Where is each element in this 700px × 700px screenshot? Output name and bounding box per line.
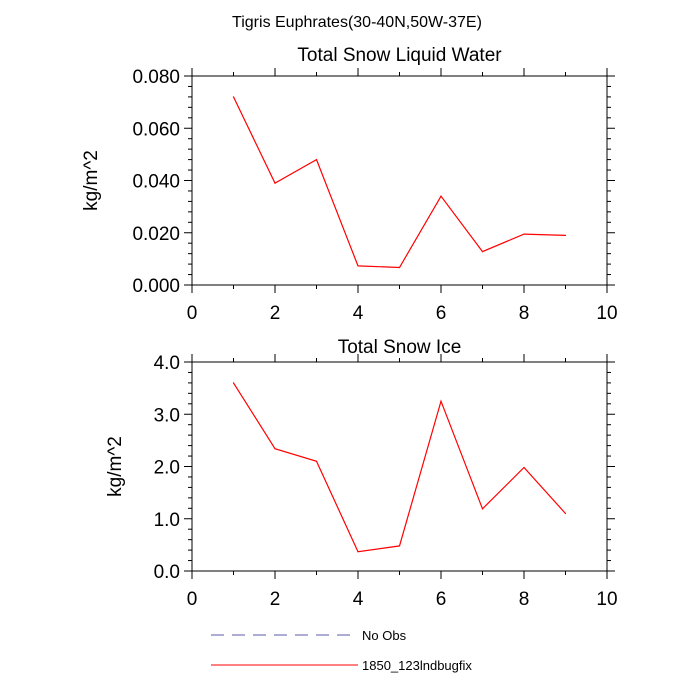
legend-item: 1850_123lndbugfix xyxy=(211,658,472,673)
y-tick-label: 4.0 xyxy=(154,353,180,374)
series-line xyxy=(232,96,566,269)
data-point xyxy=(481,250,484,253)
data-point xyxy=(232,96,235,98)
y-tick-label: 0.060 xyxy=(132,119,180,140)
y-tick-label: 0.0 xyxy=(154,562,180,583)
x-tick-label: 8 xyxy=(519,303,530,324)
x-tick-label: 8 xyxy=(519,589,530,610)
x-tick-label: 4 xyxy=(353,303,364,324)
y-tick-label: 1.0 xyxy=(154,510,180,531)
plot-frame xyxy=(191,361,608,572)
plot-frame xyxy=(191,75,608,286)
data-point xyxy=(315,460,318,462)
data-point xyxy=(440,400,442,402)
series-line xyxy=(232,382,566,553)
data-point xyxy=(398,266,401,269)
data-point xyxy=(481,508,484,510)
chart-title: Total Snow Ice xyxy=(338,337,462,358)
data-point xyxy=(274,182,276,184)
y-tick-label: 0.040 xyxy=(132,172,180,193)
data-point xyxy=(274,448,276,450)
x-tick-label: 6 xyxy=(436,589,447,610)
chart-panel-2: Total Snow Ice 0 2 4 6 8 10 0.0 1.0 2.0 3.0 4.0 kg/m… xyxy=(105,337,618,610)
y-tick-label: 0.020 xyxy=(132,224,180,245)
figure-title: Tigris Euphrates(30-40N,50W-37E) xyxy=(232,14,482,31)
legend-label: No Obs xyxy=(362,628,407,643)
chart-title: Total Snow Liquid Water xyxy=(297,45,502,66)
x-tick-label: 2 xyxy=(270,589,281,610)
data-point xyxy=(232,382,235,384)
y-tick-label: 0.080 xyxy=(132,67,180,88)
y-axis-label: kg/m^2 xyxy=(81,150,102,211)
x-tick-label: 10 xyxy=(596,303,617,324)
x-tick-label: 6 xyxy=(436,303,447,324)
data-point xyxy=(398,545,401,547)
legend-item: No Obs xyxy=(211,628,407,643)
y-axis-label: kg/m^2 xyxy=(105,436,126,497)
data-point xyxy=(523,466,525,469)
data-point xyxy=(315,159,318,161)
y-tick-label: 3.0 xyxy=(154,405,180,426)
x-tick-label: 4 xyxy=(353,589,364,610)
data-point xyxy=(523,233,525,235)
data-point xyxy=(440,195,442,197)
data-point xyxy=(357,551,359,553)
x-tick-label: 0 xyxy=(187,589,198,610)
legend-label: 1850_123lndbugfix xyxy=(362,658,472,673)
data-point xyxy=(564,512,567,515)
y-tick-label: 0.000 xyxy=(132,276,180,297)
x-tick-label: 2 xyxy=(270,303,281,324)
data-point xyxy=(564,234,567,236)
x-tick-label: 0 xyxy=(187,303,198,324)
chart-panel-1: Total Snow Liquid Water 0 2 4 6 8 10 0.000 0.020… xyxy=(81,45,618,324)
y-tick-label: 2.0 xyxy=(154,458,180,479)
legend: No Obs 1850_123lndbugfix xyxy=(211,628,472,673)
x-tick-label: 10 xyxy=(596,589,617,610)
data-point xyxy=(357,265,359,267)
